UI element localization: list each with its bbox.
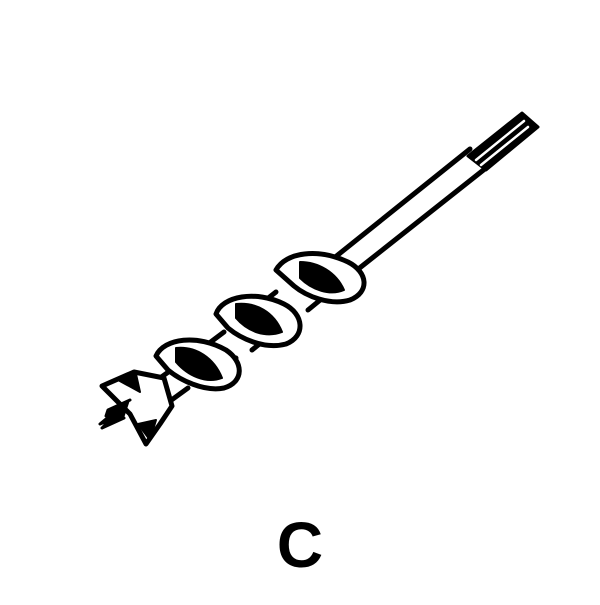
cutting-head <box>98 369 175 447</box>
tang <box>466 111 540 172</box>
shank <box>331 146 489 277</box>
spiral-flight <box>153 251 367 392</box>
figure-caption: C <box>276 509 324 581</box>
